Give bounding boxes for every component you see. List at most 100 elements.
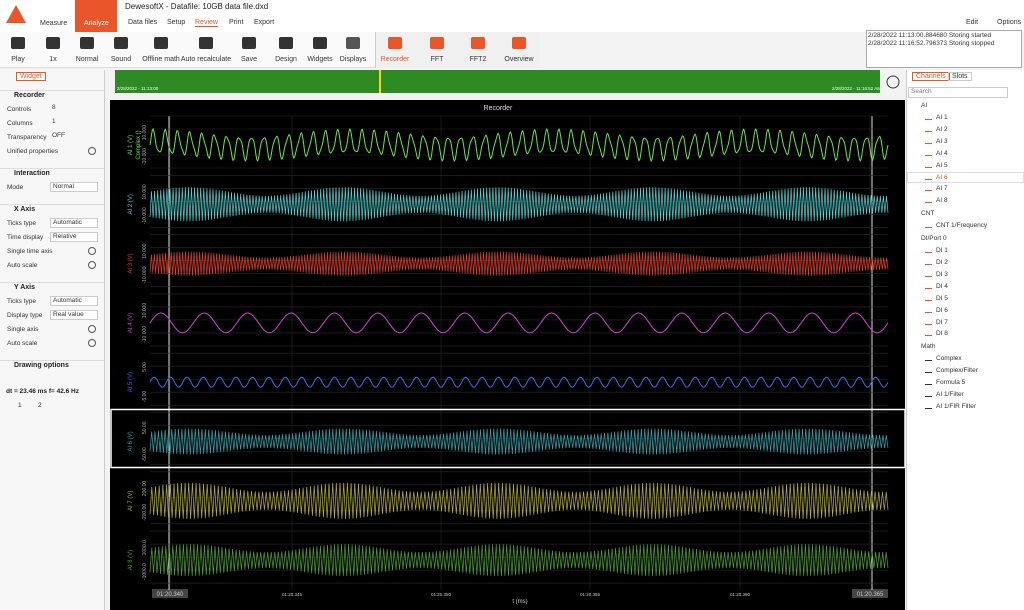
channel-name: AI 3 (V) [128, 253, 134, 273]
tool-icon[interactable] [11, 37, 25, 49]
channel-min: -200.00 [142, 504, 148, 521]
tool-label[interactable]: Design [275, 56, 297, 63]
options-button[interactable]: Options [997, 19, 1022, 26]
menu-item[interactable]: Data files [128, 19, 158, 26]
tool-label[interactable]: Normal [75, 56, 99, 63]
panel-tab[interactable]: Channels [912, 72, 950, 81]
tool-icon[interactable] [154, 37, 168, 49]
tree-item[interactable]: Complex/Filter [936, 367, 978, 375]
tree-item[interactable]: AI 4 [936, 149, 948, 157]
tool-icon[interactable] [512, 37, 526, 49]
tool-label[interactable]: FFT2 [469, 56, 487, 63]
channel-min: -5.00 [142, 391, 148, 403]
item-icon [925, 295, 932, 301]
prop-value[interactable]: OFF [52, 132, 65, 139]
checkbox[interactable] [88, 261, 96, 269]
prop-value[interactable]: Automatic [50, 218, 98, 228]
channel-max: 50.00 [142, 421, 148, 434]
tree-item[interactable]: Formula 5 [936, 379, 966, 387]
signal [149, 312, 889, 334]
tool-label[interactable]: Auto recalculate [180, 56, 232, 63]
tree-item[interactable]: DI 8 [936, 330, 948, 338]
prop-value[interactable]: Relative [50, 232, 98, 242]
checkbox[interactable] [88, 339, 96, 347]
tree-item[interactable]: AI 8 [936, 197, 948, 205]
tree-group[interactable]: CNT [921, 210, 935, 218]
tool-icon[interactable] [46, 37, 60, 49]
edit-button[interactable]: Edit [966, 19, 979, 26]
prop-value[interactable]: Real value [50, 310, 98, 320]
tree-group[interactable]: Math [921, 343, 936, 351]
tool-icon[interactable] [346, 37, 360, 49]
tree-item[interactable]: DI 5 [936, 294, 948, 302]
tree-item[interactable]: CNT 1/Frequency [936, 222, 988, 230]
tree-item[interactable]: DI 1 [936, 247, 948, 255]
tool-icon[interactable] [388, 37, 402, 49]
tree-item[interactable]: AI 2 [936, 125, 948, 133]
tool-icon[interactable] [199, 37, 213, 49]
tree-item[interactable]: DI 4 [936, 282, 948, 290]
search-box[interactable]: Search [908, 87, 1008, 98]
tool-icon[interactable] [114, 37, 128, 49]
menu-item[interactable]: Print [229, 19, 244, 26]
prop-value[interactable]: 8 [52, 104, 56, 111]
log-line: 2/28/2022 11:16:52.796373 Storing stoppe… [868, 40, 995, 47]
tool-icon[interactable] [80, 37, 94, 49]
tree-item[interactable]: DI 7 [936, 318, 948, 326]
tree-item[interactable]: DI 2 [936, 259, 948, 266]
tool-label[interactable]: Sound [110, 56, 132, 63]
tool-label[interactable]: Save [241, 56, 257, 63]
log-line: 2/28/2022 11:13:00.884680 Storing starte… [868, 32, 992, 39]
tool-icon[interactable] [279, 37, 293, 49]
channel-axis: AI 7 (V) 200.00 -200.00 [128, 481, 148, 521]
checkbox[interactable] [88, 247, 96, 255]
tree-item[interactable]: AI 7 [936, 185, 948, 193]
item-icon [925, 319, 932, 325]
tree-group[interactable]: DI/Port 0 [921, 235, 947, 243]
channel-max: 10.000 [142, 184, 148, 200]
tool-icon[interactable] [430, 37, 444, 49]
menu-item[interactable]: Export [254, 19, 275, 26]
analyze-tab[interactable] [75, 0, 117, 32]
tool-label[interactable]: Play [11, 56, 25, 63]
tree-group[interactable]: AI [921, 102, 928, 109]
measure-tab[interactable] [36, 0, 72, 32]
section-header [0, 360, 104, 372]
section-title: Interaction [14, 170, 50, 177]
tree-item[interactable]: AI 1 [936, 114, 948, 121]
tool-icon[interactable] [471, 37, 485, 49]
tool-label[interactable]: FFT [430, 56, 444, 63]
lock[interactable]: 2 [38, 402, 42, 409]
widget-tab[interactable]: Widget [16, 72, 46, 81]
prop-value[interactable]: 1 [52, 118, 56, 125]
checkbox[interactable] [88, 325, 96, 333]
tool-label[interactable]: Offline math [142, 56, 180, 63]
tool-label[interactable]: 1x [49, 56, 57, 63]
tool-label[interactable]: Widgets [307, 56, 333, 63]
menu-item[interactable]: Review [195, 19, 218, 27]
prop-label: Ticks type [7, 298, 37, 305]
tree-item[interactable]: Complex [936, 355, 962, 363]
tool-icon[interactable] [313, 37, 327, 49]
tool-label[interactable]: Recorder [380, 56, 410, 63]
tool-label[interactable]: Displays [339, 56, 367, 63]
prop-value[interactable]: Automatic [50, 296, 98, 306]
menu-item[interactable]: Setup [167, 19, 186, 26]
tool-label[interactable]: Overview [504, 56, 534, 63]
tree-item[interactable]: AI 1/FIR Filter [936, 402, 977, 410]
checkbox[interactable] [88, 147, 96, 155]
tree-item[interactable]: DI 6 [936, 306, 948, 314]
lock[interactable]: 1 [18, 402, 22, 409]
section-header [0, 90, 104, 102]
tree-item[interactable]: AI 5 [936, 161, 948, 169]
prop-value[interactable]: Normal [50, 182, 98, 192]
tree-item[interactable]: DI 3 [936, 270, 948, 278]
tree-item[interactable]: AI 3 [936, 137, 948, 145]
channel-axis: AI 5 (V) 5.00 -5.00 [128, 362, 148, 402]
tree-item[interactable]: AI 1/Filter [936, 391, 964, 398]
window-title: DewesoftX - Datafile: 10GB data file.dxd [125, 2, 269, 11]
tree-item[interactable]: AI 6 [936, 173, 948, 181]
channel-min: -10.000 [142, 148, 148, 165]
panel-tab[interactable]: Slots [948, 72, 972, 81]
tool-icon[interactable] [242, 37, 256, 49]
